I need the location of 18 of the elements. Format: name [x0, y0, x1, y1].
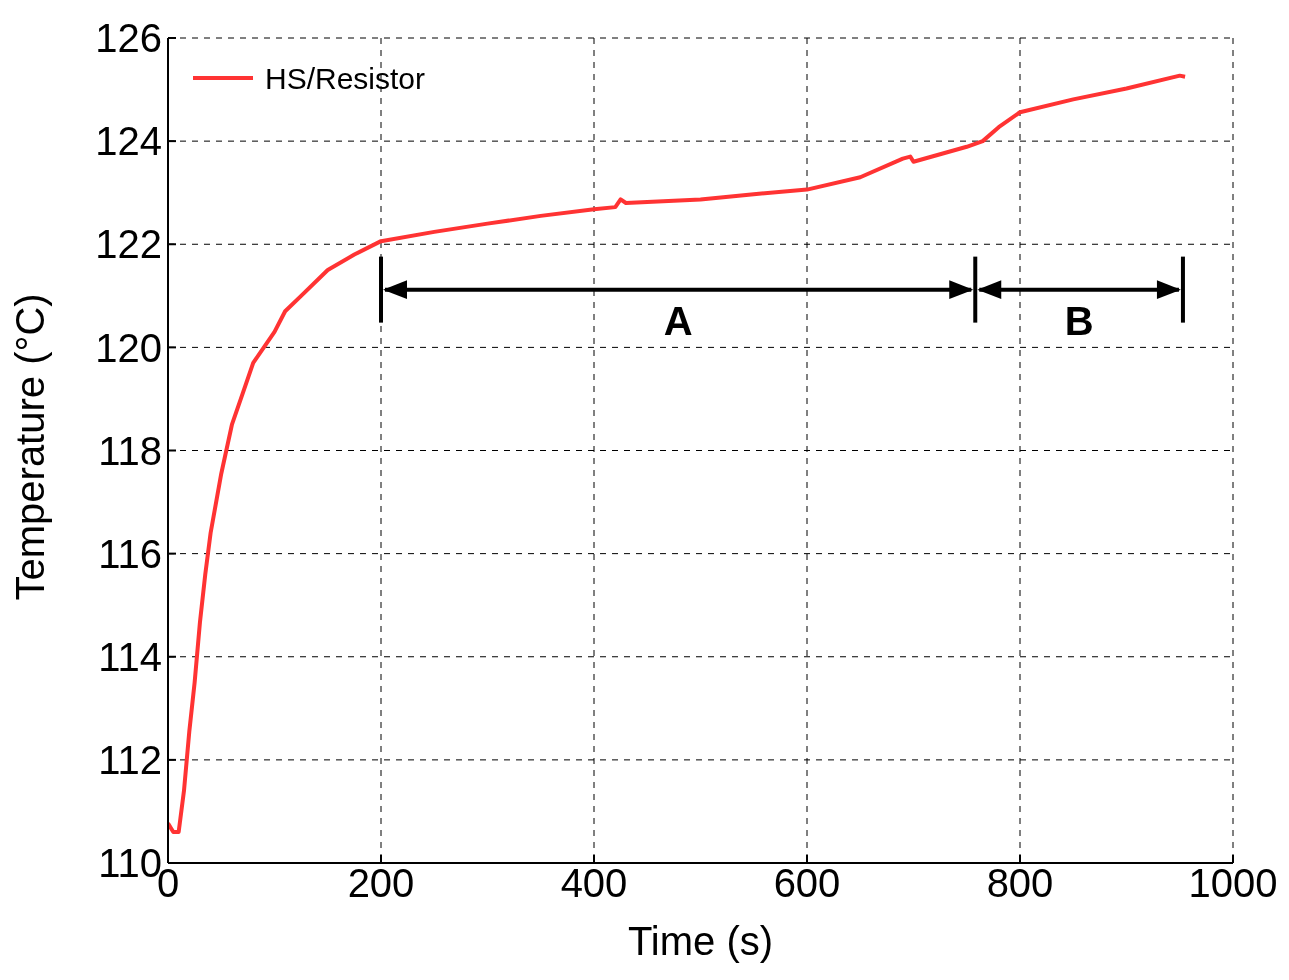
x-tick-label: 400 — [560, 861, 628, 906]
x-axis-title: Time (s) — [627, 919, 774, 963]
annotation: A — [663, 298, 693, 343]
y-tick-label: 124 — [95, 119, 162, 164]
y-tick-label: 118 — [98, 428, 162, 473]
x-tick-label: 200 — [347, 861, 415, 906]
annotation: B — [1064, 298, 1094, 343]
x-tick-label: 600 — [773, 861, 841, 906]
legend-label: HS/Resistor — [265, 62, 426, 95]
x-tick-label: 800 — [986, 861, 1054, 906]
y-tick-label: 126 — [95, 16, 162, 61]
y-tick-label: 116 — [98, 531, 162, 576]
y-tick-label: 120 — [95, 325, 162, 370]
y-tick-label: 114 — [98, 634, 162, 679]
y-axis-title: Temperature (°C) — [8, 293, 53, 601]
x-tick-label: 1000 — [1188, 861, 1278, 906]
y-tick-label: 122 — [95, 222, 162, 267]
y-tick-label: 112 — [98, 738, 162, 783]
